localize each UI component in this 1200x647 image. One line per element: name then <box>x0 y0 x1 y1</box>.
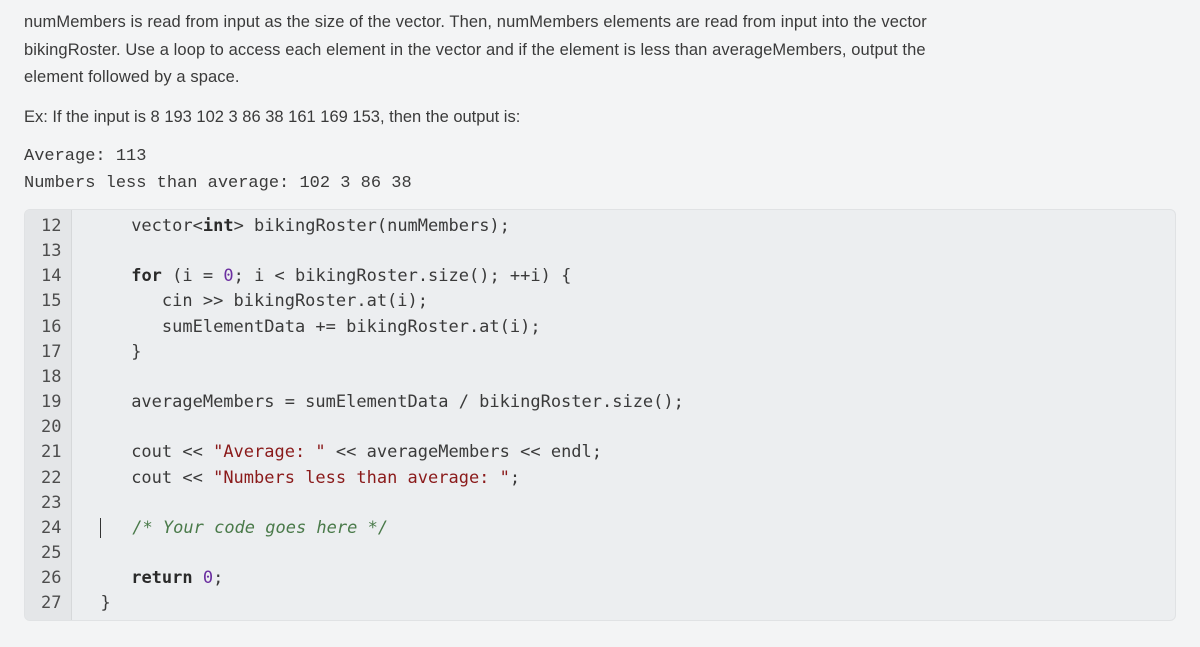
code-line[interactable]: vector<int> bikingRoster(numMembers); <box>100 214 1159 239</box>
code-line[interactable] <box>100 415 1159 440</box>
code-token: 0 <box>203 568 213 588</box>
line-number: 21 <box>41 440 61 465</box>
line-number-gutter: 12131415161718192021222324252627 <box>25 210 72 621</box>
problem-instructions: numMembers is read from input as the siz… <box>24 10 1176 91</box>
instructions-line: element followed by a space. <box>24 65 1176 91</box>
code-token: for <box>131 266 162 286</box>
code-token <box>100 568 131 588</box>
example-output: Average: 113 Numbers less than average: … <box>24 144 1176 197</box>
code-token: "Numbers less than average: " <box>213 468 510 488</box>
instructions-line: bikingRoster. Use a loop to access each … <box>24 38 1176 64</box>
line-number: 26 <box>41 566 61 591</box>
code-token: ; i < bikingRoster.size(); ++i) { <box>234 266 572 286</box>
code-editor[interactable]: 12131415161718192021222324252627 vector<… <box>24 209 1176 622</box>
code-line[interactable] <box>100 541 1159 566</box>
line-number: 19 <box>41 390 61 415</box>
code-line[interactable]: cin >> bikingRoster.at(i); <box>100 289 1159 314</box>
code-token: ; <box>510 468 520 488</box>
code-token: sumElementData += bikingRoster.at(i); <box>100 317 540 337</box>
code-token: << averageMembers << endl; <box>326 442 602 462</box>
page-container: numMembers is read from input as the siz… <box>0 0 1200 621</box>
code-line[interactable]: /* Your code goes here */ <box>100 516 1159 541</box>
line-number: 15 <box>41 289 61 314</box>
code-token: 0 <box>223 266 233 286</box>
code-token: cin >> bikingRoster.at(i); <box>100 291 428 311</box>
code-token: ; <box>213 568 223 588</box>
code-token: vector< <box>100 216 202 236</box>
code-line[interactable]: averageMembers = sumElementData / biking… <box>100 390 1159 415</box>
code-token: } <box>100 593 110 613</box>
code-token: /* Your code goes here */ <box>132 518 388 538</box>
line-number: 20 <box>41 415 61 440</box>
line-number: 14 <box>41 264 61 289</box>
code-line[interactable] <box>100 239 1159 264</box>
line-number: 22 <box>41 466 61 491</box>
line-number: 16 <box>41 315 61 340</box>
code-line[interactable]: } <box>100 591 1159 616</box>
code-line[interactable]: return 0; <box>100 566 1159 591</box>
line-number: 23 <box>41 491 61 516</box>
code-token: cout << <box>100 442 213 462</box>
output-line: Average: 113 <box>24 147 146 166</box>
code-token <box>193 568 203 588</box>
code-line[interactable]: cout << "Average: " << averageMembers <<… <box>100 440 1159 465</box>
code-content[interactable]: vector<int> bikingRoster(numMembers); fo… <box>72 210 1175 621</box>
code-line[interactable]: sumElementData += bikingRoster.at(i); <box>100 315 1159 340</box>
code-token: } <box>100 342 141 362</box>
line-number: 25 <box>41 541 61 566</box>
output-line: Numbers less than average: 102 3 86 38 <box>24 174 412 193</box>
code-token: "Average: " <box>213 442 326 462</box>
line-number: 24 <box>41 516 61 541</box>
code-line[interactable]: cout << "Numbers less than average: "; <box>100 466 1159 491</box>
line-number: 12 <box>41 214 61 239</box>
code-token: averageMembers = sumElementData / biking… <box>100 392 683 412</box>
code-token <box>101 518 132 538</box>
code-token <box>100 266 131 286</box>
line-number: 13 <box>41 239 61 264</box>
code-token: cout << <box>100 468 213 488</box>
code-line[interactable]: for (i = 0; i < bikingRoster.size(); ++i… <box>100 264 1159 289</box>
code-token: (i = <box>162 266 223 286</box>
code-line[interactable]: } <box>100 340 1159 365</box>
code-token: > bikingRoster(numMembers); <box>234 216 510 236</box>
code-line[interactable] <box>100 491 1159 516</box>
example-label: Ex: If the input is 8 193 102 3 86 38 16… <box>24 105 1176 131</box>
line-number: 27 <box>41 591 61 616</box>
line-number: 17 <box>41 340 61 365</box>
code-token: return <box>131 568 192 588</box>
code-token: int <box>203 216 234 236</box>
line-number: 18 <box>41 365 61 390</box>
code-line[interactable] <box>100 365 1159 390</box>
instructions-line: numMembers is read from input as the siz… <box>24 10 1176 36</box>
